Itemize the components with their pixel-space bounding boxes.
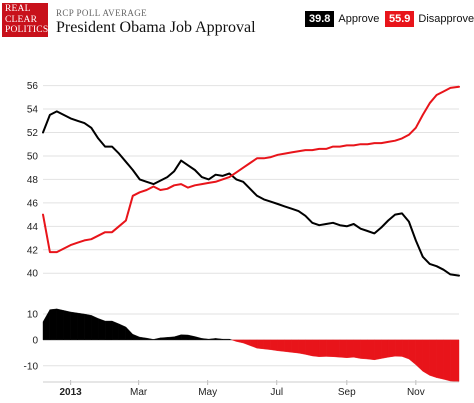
net-approve-area <box>139 336 147 341</box>
net-approve-area <box>215 338 223 341</box>
chart-eyebrow: RCP POLL AVERAGE <box>56 8 148 18</box>
legend-disapprove-value: 55.9 <box>385 11 415 27</box>
net-approve-area <box>132 333 140 341</box>
net-approve-area <box>56 308 64 341</box>
net-approve-area <box>84 313 92 341</box>
net-disapprove-area <box>422 339 430 376</box>
net-disapprove-area <box>263 339 272 350</box>
net-disapprove-area <box>443 339 451 382</box>
net-disapprove-area <box>318 339 327 357</box>
net-approve-area <box>180 334 189 341</box>
net-approve-area <box>229 338 232 341</box>
net-disapprove-area <box>305 339 313 357</box>
y-tick-label: 44 <box>27 222 39 233</box>
x-tick-label: Sep <box>338 387 356 398</box>
legend-approve-label: Approve <box>338 13 380 25</box>
legend-disapprove-label: Disapprove <box>418 13 474 25</box>
net-y-tick-label: -10 <box>24 361 39 372</box>
y-tick-label: 52 <box>27 128 39 139</box>
net-disapprove-area <box>436 339 444 380</box>
net-approve-area <box>104 320 113 341</box>
net-approve-area <box>160 337 168 341</box>
net-approve-area <box>98 318 106 341</box>
net-approve-area <box>91 315 99 341</box>
approve-line <box>42 110 460 277</box>
legend-approve: 39.8 Approve <box>305 11 379 27</box>
rcp-logo: REAL CLEAR POLITICS <box>2 3 48 37</box>
net-disapprove-area <box>346 339 354 358</box>
net-approve-area <box>222 338 230 341</box>
y-tick-label: 50 <box>27 151 39 162</box>
net-disapprove-area <box>291 339 299 354</box>
net-disapprove-area <box>450 339 460 382</box>
net-approve-area <box>63 310 71 341</box>
net-disapprove-area <box>277 339 285 352</box>
net-disapprove-area <box>332 339 341 358</box>
net-approve-area <box>201 338 209 341</box>
net-approve-area <box>118 323 127 341</box>
net-disapprove-area <box>270 339 278 352</box>
net-disapprove-area <box>401 339 410 360</box>
net-disapprove-area <box>284 339 292 353</box>
net-y-tick-label: 0 <box>32 335 38 346</box>
y-tick-label: 42 <box>27 245 39 256</box>
x-tick-label: May <box>198 387 217 398</box>
net-disapprove-area <box>249 339 258 349</box>
net-disapprove-area <box>388 339 396 358</box>
net-disapprove-area <box>367 339 375 361</box>
net-approve-area <box>173 334 182 341</box>
y-tick-label: 46 <box>27 198 39 209</box>
y-tick-label: 56 <box>27 81 39 92</box>
net-approve-area <box>49 308 58 341</box>
y-tick-label: 40 <box>27 269 39 280</box>
net-approve-area <box>125 326 133 341</box>
net-disapprove-area <box>339 339 348 358</box>
x-tick-label: Mar <box>130 387 148 398</box>
net-approve-area <box>187 334 196 341</box>
net-approve-area <box>208 338 216 341</box>
y-tick-label: 54 <box>27 105 39 116</box>
net-disapprove-area <box>374 339 382 361</box>
net-disapprove-area <box>394 339 403 357</box>
net-approve-area <box>111 320 120 341</box>
net-approve-area <box>70 311 78 341</box>
disapprove-line <box>42 85 460 254</box>
x-tick-label: Jul <box>270 387 283 398</box>
x-tick-label: 2013 <box>59 387 82 398</box>
net-disapprove-area <box>415 339 423 372</box>
net-approve-area <box>194 336 203 341</box>
net-disapprove-area <box>325 339 334 357</box>
net-approve-area <box>77 312 85 341</box>
legend-disapprove: 55.9 Disapprove <box>385 11 474 27</box>
net-disapprove-area <box>408 339 417 366</box>
x-tick-label: Nov <box>407 387 425 398</box>
net-disapprove-area <box>256 339 265 350</box>
net-y-tick-label: 10 <box>27 310 39 321</box>
net-disapprove-area <box>381 339 389 359</box>
net-disapprove-area <box>243 339 251 346</box>
net-disapprove-area <box>429 339 437 378</box>
net-disapprove-area <box>231 339 237 342</box>
net-approve-area <box>146 337 154 341</box>
net-approve-area <box>153 337 161 341</box>
net-approve-area <box>167 336 175 341</box>
net-disapprove-area <box>360 339 368 360</box>
legend-approve-value: 39.8 <box>305 11 335 27</box>
net-disapprove-area <box>298 339 306 355</box>
main-plot-area <box>43 68 459 292</box>
net-disapprove-area <box>236 339 244 344</box>
net-disapprove-area <box>312 339 320 357</box>
net-disapprove-area <box>353 339 361 359</box>
chart-title: President Obama Job Approval <box>56 19 256 36</box>
y-tick-label: 48 <box>27 175 39 186</box>
